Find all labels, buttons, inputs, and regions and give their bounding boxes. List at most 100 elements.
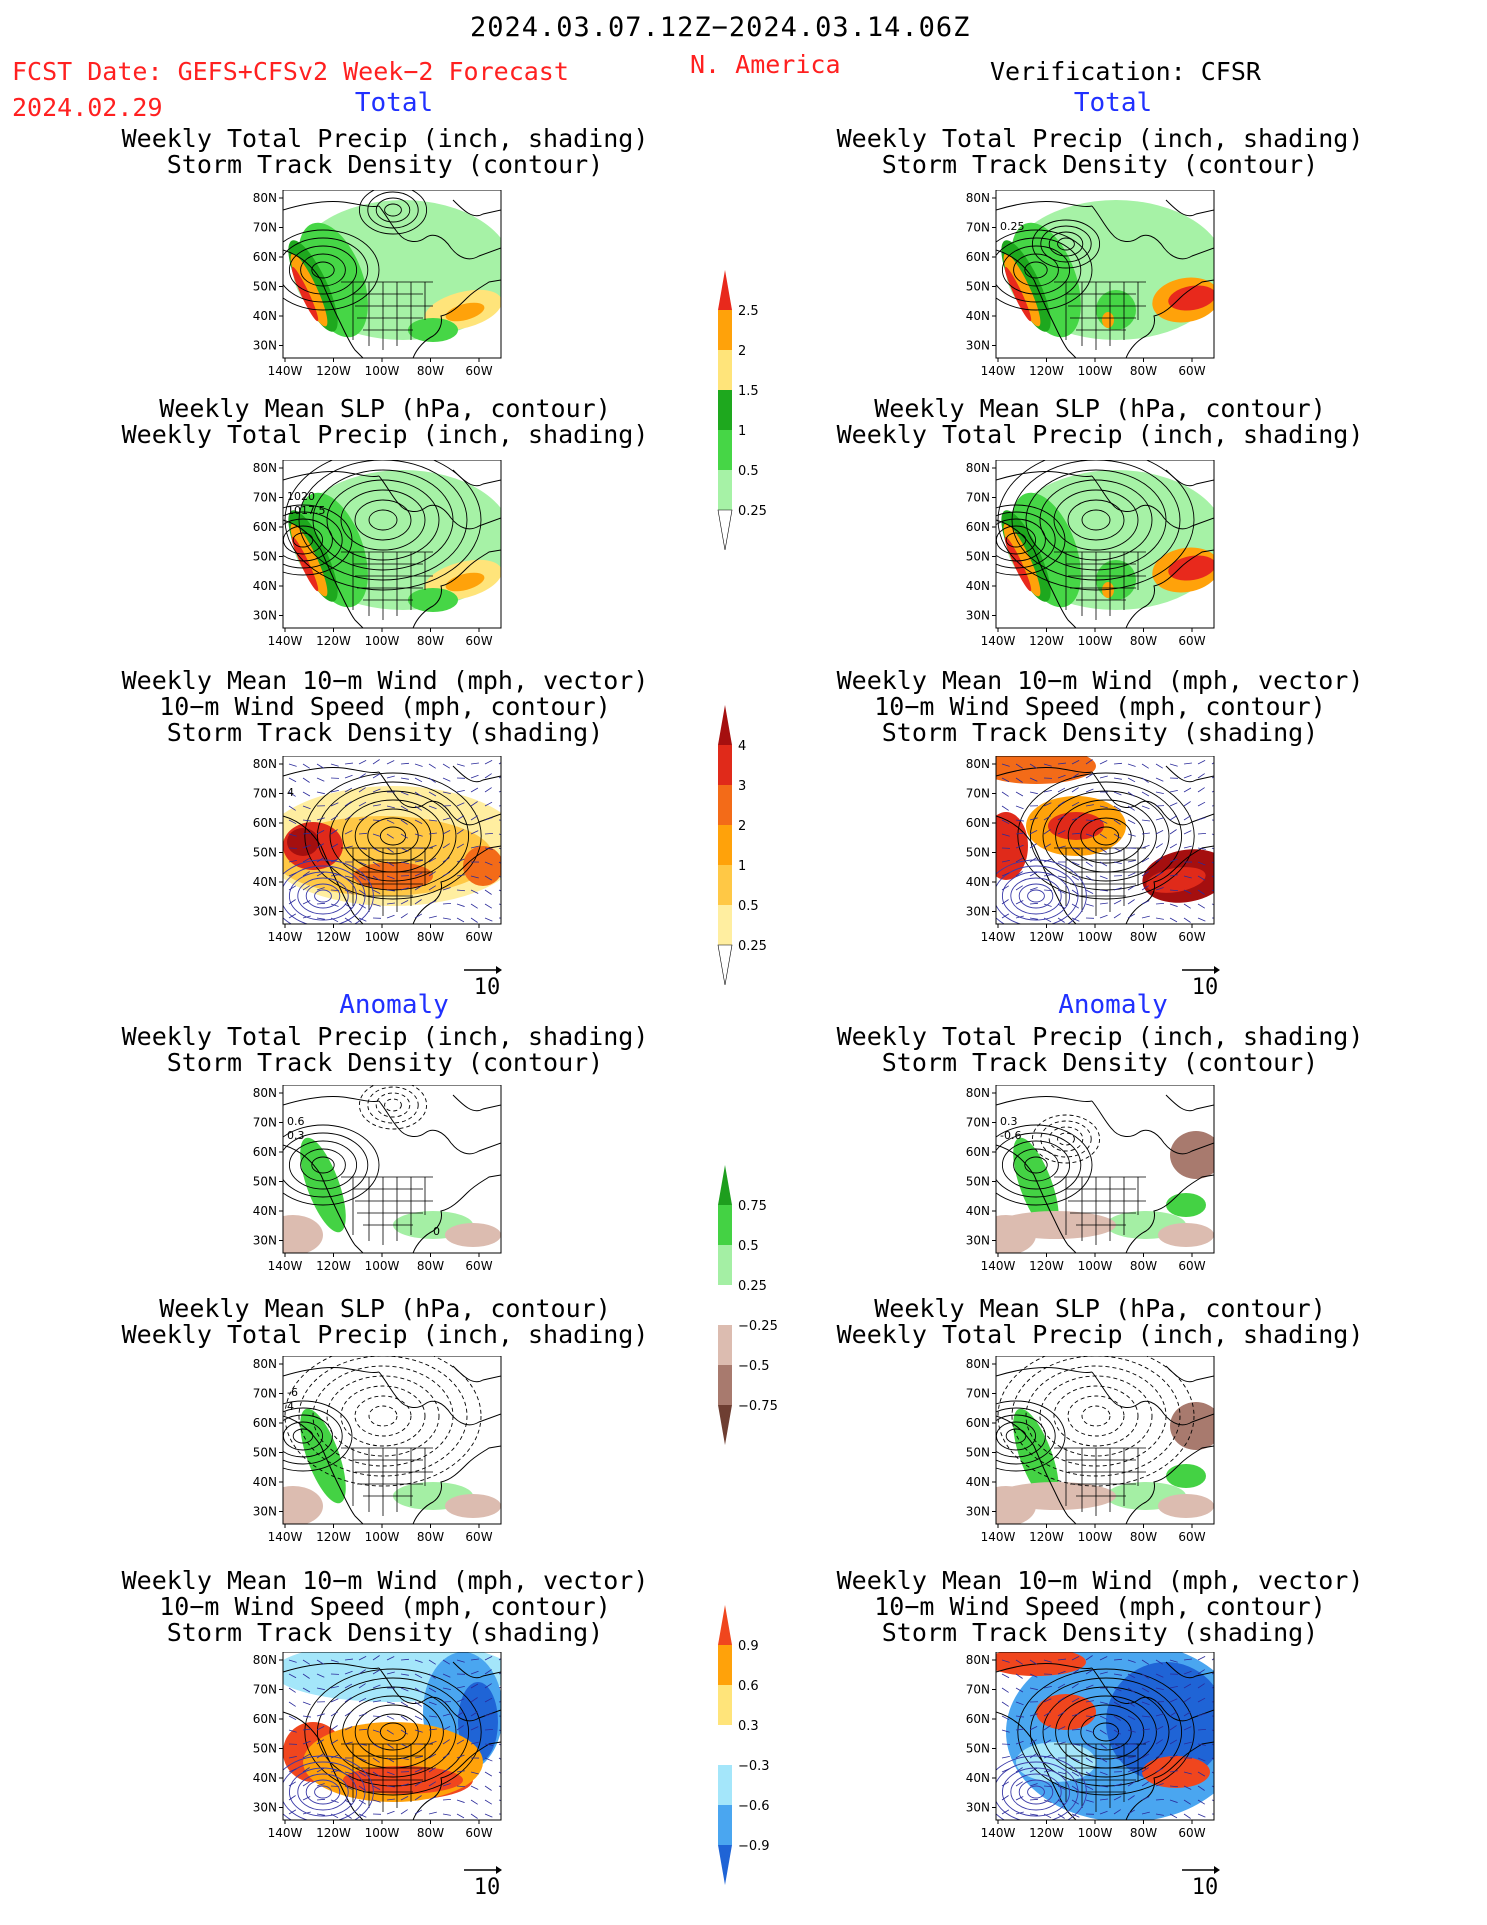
colorbar-anom-precip: 0.75 0.5 0.25 −0.25 −0.5 −0.75 bbox=[718, 1165, 778, 1445]
lon-label: 100W bbox=[365, 634, 400, 648]
lat-label: 40N bbox=[966, 1771, 990, 1785]
contour-label: -0.6 bbox=[1000, 1129, 1021, 1142]
panel-title-4-line-2: Storm Track Density (shading) bbox=[166, 718, 604, 747]
fcst-date-label: FCST Date: GEFS+CFSv2 Week−2 Forecast bbox=[12, 57, 569, 86]
lon-label: 80W bbox=[1130, 1259, 1157, 1273]
lat-label: 50N bbox=[253, 1446, 277, 1460]
contour-label: 4 bbox=[287, 1400, 294, 1413]
lat-label: 70N bbox=[966, 1683, 990, 1697]
lat-label: 50N bbox=[966, 1742, 990, 1756]
contour-label: 0 bbox=[433, 1225, 440, 1238]
colorbar-label: −0.25 bbox=[738, 1319, 778, 1334]
lat-label: 80N bbox=[253, 461, 277, 475]
lat-label: 50N bbox=[253, 1742, 277, 1756]
lat-label: 80N bbox=[253, 1653, 277, 1667]
lon-label: 80W bbox=[417, 364, 444, 378]
lon-label: 140W bbox=[981, 930, 1016, 944]
lon-label: 80W bbox=[417, 1826, 444, 1840]
panel-title-1-line-0: Weekly Total Precip (inch, shading) bbox=[836, 124, 1364, 153]
lat-label: 50N bbox=[966, 846, 990, 860]
lon-label: 120W bbox=[1029, 930, 1064, 944]
lat-label: 70N bbox=[253, 787, 277, 801]
lat-label: 80N bbox=[253, 191, 277, 205]
lat-label: 40N bbox=[253, 309, 277, 323]
period-title: 2024.03.07.12Z−2024.03.14.06Z bbox=[470, 12, 971, 43]
lat-label: 40N bbox=[966, 1475, 990, 1489]
lat-label: 70N bbox=[253, 491, 277, 505]
lon-label: 60W bbox=[1178, 930, 1205, 944]
panel-title-10-line-0: Weekly Mean 10−m Wind (mph, vector) bbox=[121, 1566, 649, 1595]
lon-label: 120W bbox=[316, 1530, 351, 1544]
lat-label: 30N bbox=[253, 1505, 277, 1519]
colorbar-label: −0.3 bbox=[738, 1759, 770, 1774]
panel-title-1-line-1: Storm Track Density (contour) bbox=[881, 150, 1319, 179]
lat-label: 30N bbox=[966, 1505, 990, 1519]
lat-label: 70N bbox=[966, 491, 990, 505]
lat-label: 30N bbox=[966, 1234, 990, 1248]
lon-label: 140W bbox=[981, 364, 1016, 378]
lon-label: 60W bbox=[465, 930, 492, 944]
vector-ref-fcst-total: 10 bbox=[462, 960, 512, 1000]
lat-label: 50N bbox=[253, 846, 277, 860]
lon-label: 120W bbox=[316, 930, 351, 944]
map-panel-fcst-total-wind: 4 80N 70N 60N 50N 40N 30N 140W 120W 100W 80W 60W bbox=[243, 755, 511, 958]
lon-label: 120W bbox=[316, 1259, 351, 1273]
section-total-left: Total bbox=[354, 88, 434, 118]
lon-label: 140W bbox=[268, 930, 303, 944]
contour-label: 1020 bbox=[287, 490, 315, 503]
lon-label: 100W bbox=[365, 930, 400, 944]
colorbar-label: 0.5 bbox=[738, 899, 759, 914]
lon-label: 60W bbox=[465, 1530, 492, 1544]
lon-label: 140W bbox=[268, 364, 303, 378]
vector-ref-cfsr-anom: 10 bbox=[1180, 1860, 1230, 1900]
lat-label: 70N bbox=[253, 1683, 277, 1697]
lat-label: 80N bbox=[966, 191, 990, 205]
lat-label: 60N bbox=[253, 816, 277, 830]
lon-label: 140W bbox=[268, 1259, 303, 1273]
lat-label: 80N bbox=[966, 1357, 990, 1371]
lon-label: 120W bbox=[316, 634, 351, 648]
panel-title-3-line-0: Weekly Mean SLP (hPa, contour) bbox=[874, 394, 1326, 423]
lon-label: 120W bbox=[316, 1826, 351, 1840]
colorbar-label: 1 bbox=[738, 424, 746, 439]
map-panel-fcst-total-precip: 80N 70N 60N 50N 40N 30N 140W 120W 100W 80W 60W bbox=[243, 189, 511, 392]
lat-label: 80N bbox=[966, 1086, 990, 1100]
lat-label: 30N bbox=[253, 905, 277, 919]
lon-label: 100W bbox=[365, 1530, 400, 1544]
colorbar-total-storm: 4 3 2 1 0.5 0.25 bbox=[717, 705, 767, 986]
lon-label: 80W bbox=[1130, 634, 1157, 648]
colorbar-label: −0.6 bbox=[738, 1799, 770, 1814]
colorbar-label: 0.25 bbox=[738, 504, 767, 519]
lon-label: 140W bbox=[268, 634, 303, 648]
lon-label: 80W bbox=[1130, 930, 1157, 944]
verification-label: Verification: CFSR bbox=[990, 57, 1261, 86]
lon-label: 100W bbox=[1078, 1530, 1113, 1544]
lat-label: 40N bbox=[966, 579, 990, 593]
lat-label: 60N bbox=[966, 520, 990, 534]
lat-label: 60N bbox=[966, 1712, 990, 1726]
lon-label: 100W bbox=[365, 364, 400, 378]
lat-label: 50N bbox=[253, 1175, 277, 1189]
lat-label: 40N bbox=[253, 1475, 277, 1489]
lat-label: 30N bbox=[966, 339, 990, 353]
panel-title-3-line-1: Weekly Total Precip (inch, shading) bbox=[836, 420, 1364, 449]
colorbar-label: 0.75 bbox=[738, 1199, 767, 1214]
contour-label: 0.3 bbox=[287, 1129, 305, 1142]
lon-label: 120W bbox=[1029, 634, 1064, 648]
fcst-date-value: 2024.02.29 bbox=[12, 93, 163, 122]
panel-title-9-line-0: Weekly Mean SLP (hPa, contour) bbox=[874, 1294, 1326, 1323]
lon-label: 60W bbox=[1178, 1826, 1205, 1840]
colorbar-label: 2 bbox=[738, 344, 746, 359]
panel-title-9-line-1: Weekly Total Precip (inch, shading) bbox=[836, 1320, 1364, 1349]
lon-label: 100W bbox=[1078, 364, 1113, 378]
map-panel-cfsr-anom-precip: 0.3 -0.6 80N 70N 60N 50N 40N 30N 140W 120W 100W 80W… bbox=[956, 1084, 1224, 1287]
lon-label: 100W bbox=[1078, 634, 1113, 648]
panel-title-4-line-1: 10−m Wind Speed (mph, contour) bbox=[159, 692, 611, 721]
lat-label: 70N bbox=[253, 221, 277, 235]
lon-label: 100W bbox=[1078, 930, 1113, 944]
panel-title-6-line-0: Weekly Total Precip (inch, shading) bbox=[121, 1022, 649, 1051]
colorbar-label: 2.5 bbox=[738, 304, 759, 319]
lon-label: 80W bbox=[417, 1530, 444, 1544]
lon-label: 60W bbox=[1178, 364, 1205, 378]
colorbar-label: 0.5 bbox=[738, 1239, 759, 1254]
